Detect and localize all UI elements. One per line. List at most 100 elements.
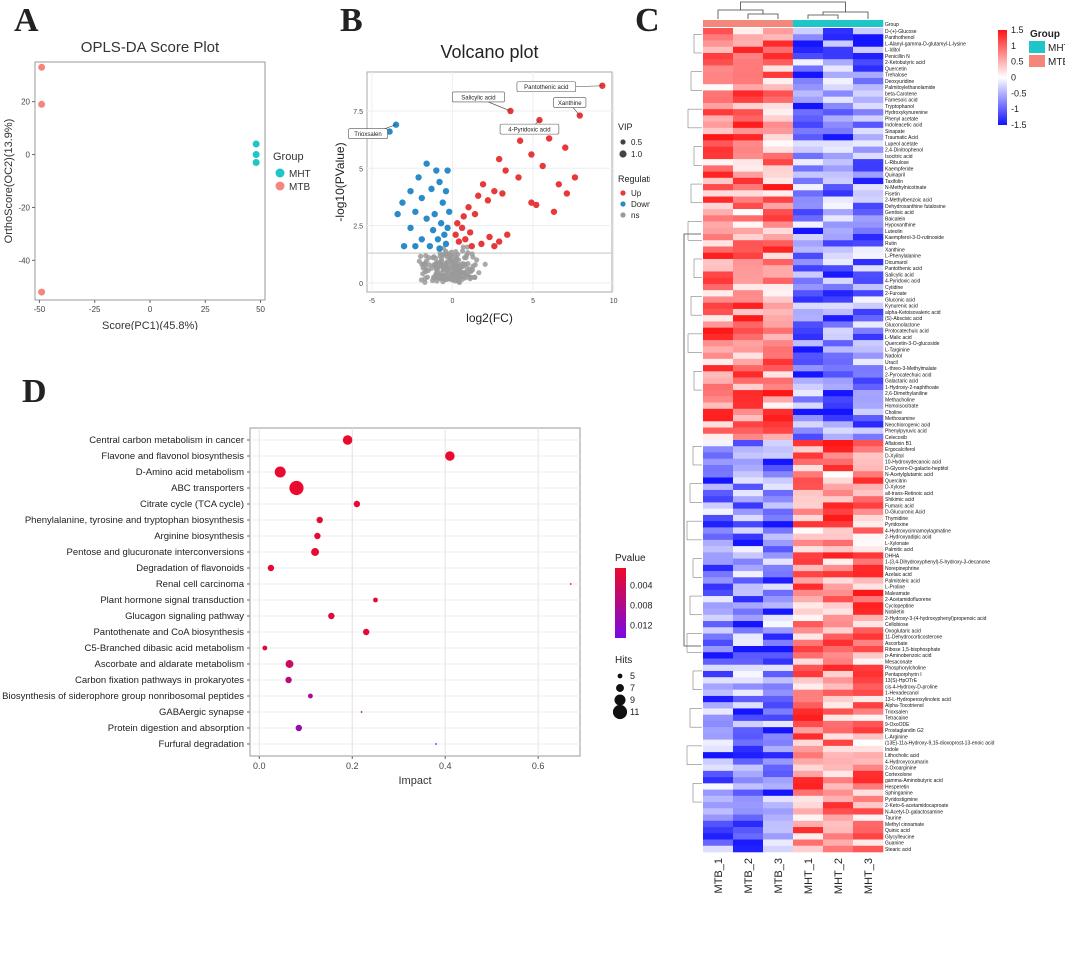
row-label: Maleamate [885, 591, 910, 597]
row-dendrogram-branch [686, 745, 702, 765]
heatmap-cell [793, 202, 824, 210]
heatmap-cell [763, 770, 794, 778]
heatmap-cell [763, 165, 794, 172]
heatmap-cell [763, 521, 794, 528]
heatmap-cell [763, 814, 794, 822]
heatmap-cell [793, 502, 824, 509]
legend-regulation-marker [620, 212, 626, 218]
heatmap-cell [703, 215, 734, 222]
heatmap-cell [823, 814, 854, 822]
heatmap-cell [823, 527, 854, 534]
heatmap-cell [823, 171, 854, 179]
heatmap-cell [823, 752, 854, 759]
heatmap-cell [823, 695, 854, 703]
heatmap-cell [703, 308, 734, 316]
heatmap-cell [793, 608, 824, 616]
y-tick-label: 5 [359, 166, 363, 173]
heatmap-cell [823, 165, 854, 172]
heatmap-cell [853, 714, 884, 722]
heatmap-cell [823, 739, 854, 747]
heatmap-cell [793, 833, 824, 840]
heatmap-cell [703, 702, 734, 709]
heatmap-cell [703, 121, 734, 129]
heatmap-cell [853, 658, 884, 666]
legend-hits-marker [617, 673, 623, 679]
heatmap-cell [853, 702, 884, 709]
heatmap-cell [853, 159, 884, 166]
heatmap-cell [733, 296, 764, 303]
heatmap-cell [733, 34, 764, 41]
x-tick-label: 50 [256, 305, 265, 314]
heatmap-cell [793, 802, 824, 809]
heatmap-cell [853, 371, 884, 378]
ns-point [464, 252, 470, 258]
heatmap-cell [703, 77, 734, 85]
down-point [442, 240, 450, 248]
down-point [444, 167, 451, 174]
heatmap-cell [793, 739, 824, 747]
heatmap-cell [733, 346, 764, 353]
heatmap-cell [763, 583, 794, 591]
up-point [516, 137, 524, 144]
heatmap-cell [703, 602, 734, 609]
heatmap-cell [763, 190, 794, 197]
heatmap-cell [703, 377, 734, 385]
row-label: 2-Methylbenzoic acid [885, 198, 932, 204]
heatmap-cell [793, 40, 824, 48]
row-label: N-Acetylglutamic acid [885, 472, 933, 478]
heatmap-cell [823, 639, 854, 647]
row-label: DHHA [885, 553, 900, 559]
row-label: Phenyl acetate [885, 116, 918, 122]
legend-marker [275, 168, 285, 178]
row-label: Palmitoleic acid [885, 578, 920, 584]
down-point [437, 220, 445, 227]
heatmap-cell [853, 202, 884, 210]
legend-label: MHT [289, 169, 311, 180]
x-tick-label: 0.4 [439, 761, 452, 771]
heatmap-cell [733, 433, 764, 441]
heatmap-cell [793, 140, 824, 147]
heatmap-cell [793, 333, 824, 341]
heatmap-cell [793, 577, 824, 584]
heatmap-cell [853, 383, 884, 391]
heatmap-cell [763, 727, 794, 734]
heatmap-cell [703, 302, 734, 310]
heatmap-cell [853, 621, 884, 628]
heatmap-cell [793, 752, 824, 759]
heatmap-cell [793, 134, 824, 141]
legend-regulation-title: Regulation [618, 174, 650, 184]
heatmap-cell [763, 258, 794, 266]
x-tick-label: -5 [369, 298, 375, 305]
heatmap-cell [763, 340, 794, 347]
heatmap-cell [733, 552, 764, 559]
heatmap-cell [823, 564, 854, 572]
heatmap-cell [853, 770, 884, 778]
heatmap-cell [763, 315, 794, 322]
heatmap-cell [793, 65, 824, 72]
heatmap-cell [853, 102, 884, 110]
pathway-bubble [307, 693, 313, 699]
heatmap-cell [733, 527, 764, 534]
heatmap-cell [703, 577, 734, 584]
heatmap-cell [733, 327, 764, 335]
heatmap-cell [823, 670, 854, 678]
heatmap-cell [793, 433, 824, 441]
heatmap-cell [853, 377, 884, 385]
heatmap-cell [733, 758, 764, 765]
row-label: Palmitoylethanolamide [885, 85, 936, 91]
down-point [431, 210, 438, 218]
heatmap-cell [823, 489, 854, 497]
heatmap-cell [793, 589, 824, 597]
pathway-bubble [435, 743, 437, 745]
row-label: L-Alanyl-gamma-D-glutamyl-L-lysine [885, 41, 966, 47]
heatmap-cell [763, 215, 794, 222]
up-point [507, 107, 514, 115]
heatmap-cell [823, 764, 854, 772]
heatmap-cell [823, 240, 854, 247]
x-tick-label: 0.6 [532, 761, 545, 771]
pathway-label: Glucagon signaling pathway [125, 611, 244, 622]
heatmap-cell [793, 340, 824, 347]
heatmap-cell [853, 152, 884, 160]
plot-frame [249, 427, 581, 757]
heatmap-cell [853, 589, 884, 597]
